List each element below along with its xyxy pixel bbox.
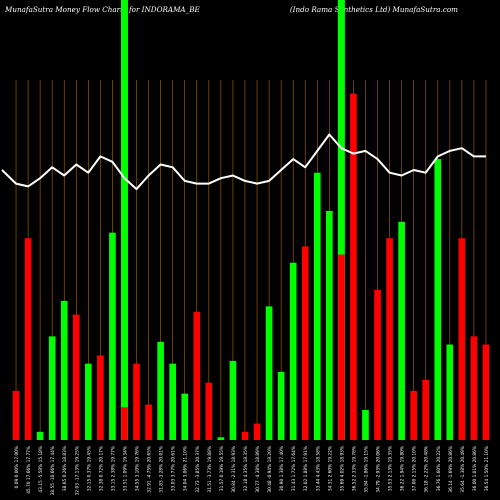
x-tick-label: 31.43 1.72% 17.64%: [291, 446, 297, 491]
x-tick-label: 36.22 1.94% 19.80%: [400, 446, 406, 491]
money-flow-bar: [157, 341, 164, 440]
money-flow-bar: [97, 355, 104, 440]
x-tick-label: 32.38 0.72% 20.17%: [98, 446, 104, 491]
x-tick-label: 32.03 -17.13% 19.25%: [74, 446, 80, 495]
highlight-band: [120, 0, 128, 440]
money-flow-bar: [313, 172, 321, 440]
x-tick-label: 34.55 3.10% 19.76%: [135, 446, 141, 491]
money-flow-bar: [12, 390, 20, 440]
highlight-band: [337, 0, 345, 440]
money-flow-bar: [253, 423, 261, 440]
money-flow-bar: [48, 336, 56, 440]
money-flow-bar: [205, 382, 213, 440]
x-tick-label: 30.84 -2.31% 18.93%: [231, 446, 237, 493]
money-flow-bar: [145, 404, 152, 440]
chart-title-right: (Indo Rama Synthetics Ltd) MunafaSutra.c…: [289, 5, 458, 14]
money-flow-bar: [121, 407, 128, 440]
money-flow-bar: [446, 344, 454, 440]
x-tick-label: 31.57 0.19% 19.55%: [219, 446, 225, 491]
money-flow-bar: [241, 431, 249, 440]
money-flow-bar: [410, 390, 417, 440]
money-flow-bar: [72, 314, 80, 440]
x-tick-label: 38.55 -10.66% 17.44%: [50, 446, 56, 495]
money-flow-bar: [338, 254, 345, 440]
x-tick-label: 45.70 17.66% 17.77%: [26, 446, 32, 494]
x-tick-labels: 0.09 0.00% 17.00% 45.70 17.66% 17.77% 43.1…: [14, 446, 490, 495]
money-flow-bar: [289, 262, 297, 440]
money-flow-bar: [277, 371, 285, 440]
x-tick-label: 35.64 -1.38% 20.49%: [460, 446, 466, 493]
chart-title-left: MunafaSutra Money Flow Charts for INDORA…: [5, 5, 200, 14]
money-flow-bar: [193, 311, 201, 440]
money-flow-bar: [36, 431, 44, 440]
money-flow-bar: [133, 363, 140, 440]
x-tick-label: 34.31 2.60% 19.22%: [327, 446, 333, 491]
money-flow-bar: [265, 306, 273, 440]
x-tick-label: 35.84 -1.86% 19.15%: [363, 446, 369, 493]
money-flow-bar: [458, 238, 466, 440]
money-flow-bar: [398, 221, 405, 440]
x-tick-label: 30.90 1.38% 17.40%: [279, 446, 285, 491]
x-tick-label: 36.54 1.50% 21.10%: [484, 446, 490, 491]
x-tick-label: 33.51 1.09% 19.34%: [122, 446, 128, 491]
x-tick-label: 33.03 3.77% 20.61%: [171, 446, 177, 491]
x-tick-label: 30.77 -4.38% 18.89%: [255, 446, 261, 493]
x-tick-label: 36.76 1.60% 20.22%: [436, 446, 442, 491]
money-flow-bar: [350, 93, 357, 441]
x-tick-label: 36.00 1.01% 20.86%: [472, 446, 478, 491]
money-flow-bar: [374, 290, 381, 440]
money-flow-bar: [24, 238, 32, 440]
money-flow-bar: [217, 437, 225, 440]
highlight-bands: [120, 0, 345, 440]
money-flow-bar: [362, 410, 369, 440]
money-flow-bar: [470, 336, 478, 440]
x-tick-label: 36.52 2.33% 19.78%: [351, 446, 357, 491]
x-tick-label: 32.15 0.37% 19.45%: [86, 446, 92, 491]
money-flow-bar: [434, 159, 442, 440]
x-tick-label: 35.69 4.02% 18.93%: [339, 446, 345, 491]
price-line: [1, 133, 486, 191]
x-tick-label: 43.15 -5.58% 15.18%: [38, 446, 44, 493]
x-tick-label: 31.83 -3.28% 20.01%: [159, 446, 165, 493]
x-tick-label: 32.18 4.35% 18.35%: [243, 446, 249, 491]
x-tick-label: 35.53 2.13% 19.35%: [388, 446, 394, 491]
x-tick-label: 36.14 -1.69% 20.86%: [448, 446, 454, 493]
money-flow-bar: [181, 393, 189, 440]
money-flow-bar: [85, 363, 92, 440]
price-line-path: [1, 133, 486, 191]
x-tick-label: 32.91 -4.75% 20.65%: [147, 446, 153, 493]
x-tick-label: 0.09 0.00% 17.00%: [14, 446, 20, 488]
money-flow-bar: [326, 210, 333, 440]
x-tick-label: 34.79 -2.93% 20.06%: [376, 446, 382, 493]
money-flow-bar: [422, 380, 430, 440]
x-tick-label: 38.65 0.26% 18.83%: [62, 446, 68, 491]
money-flow-bar: [109, 232, 116, 440]
x-tick-label: 33.15 2.38% 19.77%: [110, 446, 116, 491]
bars: [12, 93, 490, 441]
money-flow-bar: [301, 246, 309, 440]
money-flow-bar: [386, 238, 393, 440]
x-tick-label: 34.04 3.06% 21.10%: [183, 446, 189, 491]
money-flow-bar: [169, 363, 176, 440]
x-tick-label: 37.00 2.15% 20.10%: [412, 446, 418, 491]
money-flow-bar: [229, 360, 237, 440]
money-flow-bar: [60, 300, 68, 440]
money-flow-bar: [482, 344, 490, 440]
x-tick-label: 33.44 4.43% 18.58%: [315, 446, 321, 491]
x-tick-label: 31.51 -3.73% 19.88%: [207, 446, 213, 493]
x-tick-label: 36.18 -2.22% 20.48%: [424, 446, 430, 493]
x-tick-label: 32.02 1.88% 17.91%: [303, 446, 309, 491]
x-tick-label: 32.73 -3.85% 20.37%: [195, 446, 201, 493]
x-tick-label: 30.48 -0.94% 18.20%: [267, 446, 273, 493]
